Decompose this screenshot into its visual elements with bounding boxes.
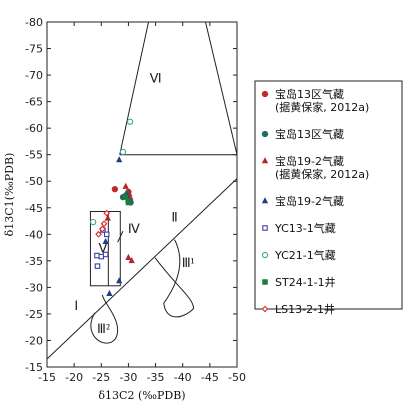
region-label-iv: Ⅳ <box>128 221 140 236</box>
vi-left-boundary <box>119 21 150 155</box>
data-point-2 <box>122 182 129 189</box>
legend-label-sub-0: (据黄保家, 2012a) <box>275 100 369 114</box>
y-tick-label: -75 <box>25 43 43 56</box>
data-point-3 <box>116 277 123 284</box>
x-tick-label: -30 <box>119 371 137 384</box>
region-labels: Ⅵ Ⅱ Ⅳ Ⅴ Ⅲ¹ Ⅰ Ⅲ² <box>74 71 194 337</box>
iii1-boundary <box>154 239 195 318</box>
data-point-0 <box>111 186 119 193</box>
legend-marker-5 <box>261 251 269 259</box>
data-point-4 <box>94 252 100 259</box>
x-tick-label: -40 <box>174 371 192 384</box>
y-tick-label: -20 <box>25 334 43 347</box>
data-point-5 <box>119 148 127 156</box>
y-tick-label: -55 <box>25 149 43 162</box>
legend-marker-6 <box>262 279 268 285</box>
data-point-4 <box>103 231 110 238</box>
region-label-i: Ⅰ <box>74 298 78 313</box>
iii2-boundary <box>90 294 119 344</box>
data-point-7 <box>98 225 106 233</box>
data-point-5 <box>89 218 97 226</box>
y-tick-label: -15 <box>25 361 43 374</box>
region-label-vi: Ⅵ <box>150 71 162 86</box>
data-point-2 <box>125 253 132 260</box>
y-tick-label: -80 <box>25 16 43 29</box>
data-point-5 <box>126 118 134 125</box>
legend-box <box>254 80 403 310</box>
data-points <box>89 118 135 297</box>
plot-frame <box>46 21 238 368</box>
y-tick-label: -35 <box>25 255 43 268</box>
data-point-2 <box>128 257 135 264</box>
region-label-iii2: Ⅲ² <box>97 321 110 336</box>
legend-label-2: 宝岛19-2气藏 <box>275 154 344 168</box>
region-boundaries <box>46 21 238 360</box>
y-tick-label: -45 <box>25 202 43 215</box>
data-point-2 <box>104 214 111 221</box>
y-tick-label: -50 <box>25 175 43 188</box>
legend-label-6: ST24-1-1井 <box>275 275 336 289</box>
x-tick-label: -25 <box>92 371 110 384</box>
legend-label-1: 宝岛13区气藏 <box>275 127 344 141</box>
y-axis-title: δ13C1(‰PDB) <box>3 153 16 237</box>
legend-marker-3 <box>261 197 269 204</box>
x-tick-label: -15 <box>38 371 56 384</box>
legend-label-0: 宝岛13区气藏 <box>275 87 344 101</box>
plot-border <box>46 21 238 368</box>
data-point-7 <box>100 220 108 228</box>
data-point-3 <box>106 289 113 297</box>
legend: 宝岛13区气藏(据黄保家, 2012a)宝岛13区气藏宝岛19-2气藏(据黄保家… <box>254 80 403 316</box>
data-point-7 <box>95 230 102 238</box>
y-tick-label: -65 <box>25 96 43 109</box>
data-point-6 <box>125 199 132 206</box>
data-point-7 <box>103 209 111 217</box>
data-point-3 <box>116 156 123 163</box>
x-tick-label: -50 <box>228 371 246 384</box>
y-tick-label: -30 <box>25 281 43 294</box>
y-tick-label: -40 <box>25 228 43 241</box>
data-point-4 <box>98 253 105 260</box>
x-tick-label: -20 <box>65 371 83 384</box>
diagonal-boundary <box>46 178 238 360</box>
region-label-v: Ⅴ <box>98 240 107 255</box>
vi-right-boundary <box>205 21 238 155</box>
data-point-6 <box>122 194 129 200</box>
x-tick-label: -45 <box>201 371 219 384</box>
legend-marker-4 <box>262 225 268 231</box>
data-point-4 <box>102 251 109 258</box>
legend-label-3: 宝岛19-2气藏 <box>275 194 344 208</box>
legend-label-4: YC13-1气藏 <box>274 221 336 235</box>
region-label-iii1: Ⅲ¹ <box>182 255 195 270</box>
x-axis-title: δ13C2 (‰PDB) <box>98 389 185 402</box>
region-label-ii: Ⅱ <box>171 210 177 225</box>
iv-pointer <box>117 230 124 243</box>
y-axis: -15 -20 -25 -30 -35 -40 -45 -50 -55 -60 -65 -70 -75 -… <box>25 16 237 374</box>
x-axis: -15 -20 -25 -30 -35 -40 -45 -50 <box>38 22 246 384</box>
y-tick-label: -60 <box>25 122 43 135</box>
legend-label-5: YC21-1气藏 <box>274 248 336 262</box>
data-point-4 <box>94 263 101 269</box>
legend-marker-7 <box>261 305 269 313</box>
y-tick-label: -70 <box>25 69 43 82</box>
y-tick-label: -25 <box>25 308 43 321</box>
x-tick-label: -35 <box>147 371 165 384</box>
legend-marker-0 <box>261 90 269 98</box>
legend-marker-1 <box>261 130 269 138</box>
legend-label-sub-2: (据黄保家, 2012a) <box>275 167 369 181</box>
legend-marker-2 <box>261 157 269 164</box>
legend-label-7: LS13-2-1井 <box>275 302 335 316</box>
data-point-3 <box>102 237 109 245</box>
